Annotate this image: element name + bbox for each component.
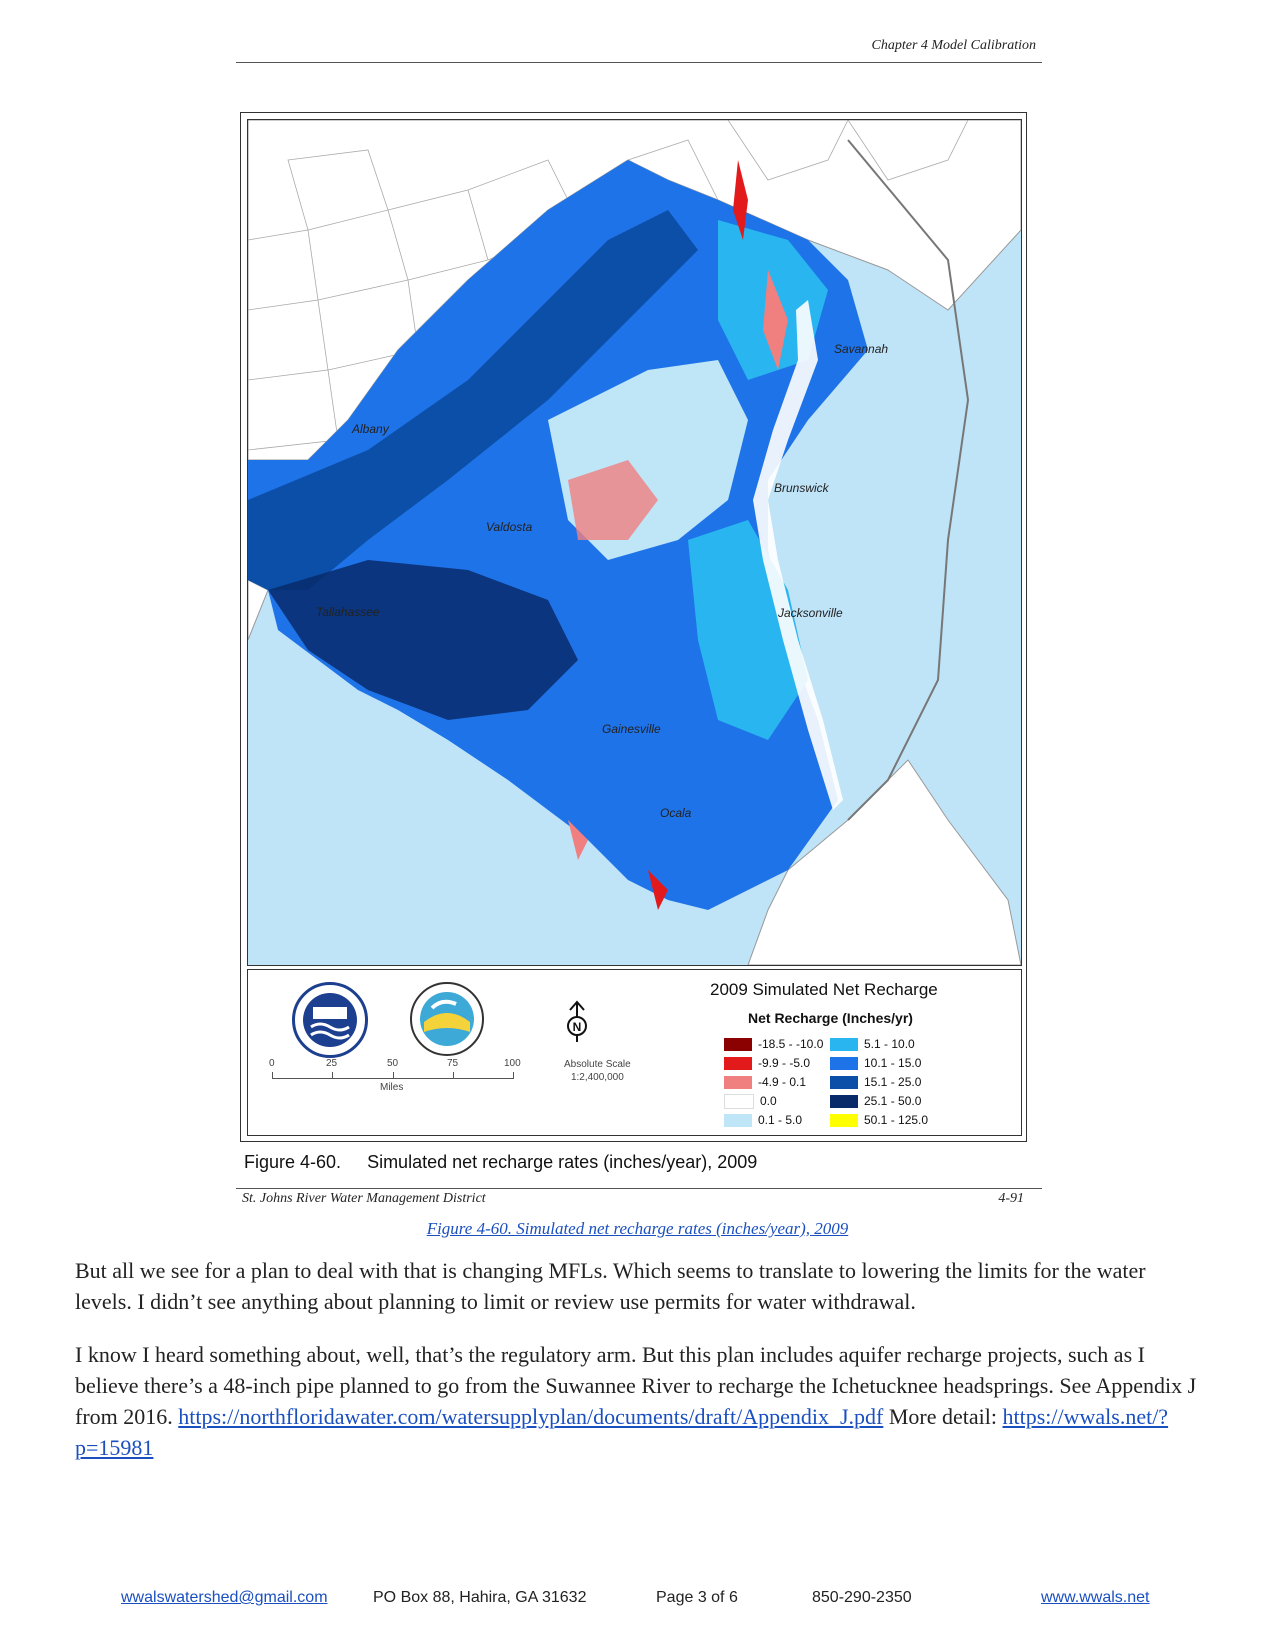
page-footer: wwalswatershed@gmail.com PO Box 88, Hahi… bbox=[0, 1589, 1275, 1613]
scale-tick: 100 bbox=[504, 1058, 521, 1069]
city-label-albany: Albany bbox=[351, 422, 390, 436]
legend-swatch bbox=[724, 1113, 752, 1127]
legend-swatch bbox=[830, 1094, 858, 1108]
absolute-scale-label: Absolute Scale bbox=[564, 1059, 631, 1070]
scale-tick: 0 bbox=[269, 1058, 275, 1069]
map-svg: Savannah Brunswick Valdosta Jacksonville… bbox=[248, 120, 1021, 965]
legend-item: 0.1 - 5.0 bbox=[724, 1112, 802, 1128]
sjr-logo-icon bbox=[292, 982, 368, 1058]
footer-phone: 850-290-2350 bbox=[812, 1589, 912, 1606]
city-label-savannah: Savannah bbox=[834, 342, 888, 356]
legend-subtitle: Net Recharge (Inches/yr) bbox=[748, 1010, 913, 1026]
appendix-j-link[interactable]: https://northfloridawater.com/watersuppl… bbox=[178, 1404, 884, 1429]
coastal-strip bbox=[753, 300, 843, 810]
map-legend: N 0 25 50 75 100 Miles Absolute Scale 1:… bbox=[247, 969, 1022, 1136]
figure-caption: Figure 4-60. Simulated net recharge rates… bbox=[244, 1152, 757, 1173]
legend-label: 5.1 - 10.0 bbox=[864, 1037, 915, 1051]
legend-swatch bbox=[830, 1037, 858, 1051]
legend-item: 15.1 - 25.0 bbox=[830, 1074, 921, 1090]
legend-item: -18.5 - -10.0 bbox=[724, 1036, 823, 1052]
legend-swatch bbox=[724, 1037, 752, 1051]
city-label-jacksonville: Jacksonville bbox=[777, 606, 843, 620]
report-footer: St. Johns River Water Management Distric… bbox=[236, 1188, 1042, 1209]
legend-swatch bbox=[724, 1056, 752, 1070]
footer-email-link[interactable]: wwalswatershed@gmail.com bbox=[121, 1589, 328, 1606]
wwals-post-link[interactable]: https://wwals.net/?p=15981 bbox=[75, 1404, 1169, 1460]
legend-label: -4.9 - 0.1 bbox=[758, 1075, 807, 1089]
absolute-scale-value: 1:2,400,000 bbox=[570, 1072, 624, 1083]
paragraph-2-text: I know I heard something about, well, th… bbox=[75, 1342, 1197, 1429]
footer-page-number: Page 3 of 6 bbox=[656, 1589, 738, 1606]
city-label-tallahassee: Tallahassee bbox=[316, 605, 380, 619]
legend-item: 25.1 - 50.0 bbox=[830, 1093, 921, 1109]
legend-label: 0.0 bbox=[760, 1094, 777, 1108]
boundary-outline bbox=[847, 139, 970, 821]
report-footer-district: St. Johns River Water Management Distric… bbox=[242, 1191, 486, 1206]
city-label-gainesville: Gainesville bbox=[602, 722, 661, 736]
scale-bar: 0 25 50 75 100 Miles bbox=[268, 1058, 528, 1098]
dark-band-north bbox=[248, 210, 698, 590]
figure-caption-link[interactable]: Figure 4-60. Simulated net recharge rate… bbox=[426, 1219, 849, 1238]
legend-label: 10.1 - 15.0 bbox=[864, 1056, 922, 1070]
report-footer-page: 4-91 bbox=[998, 1191, 1024, 1206]
city-label-valdosta: Valdosta bbox=[486, 520, 533, 534]
legend-swatch bbox=[724, 1075, 752, 1089]
legend-label: 25.1 - 50.0 bbox=[864, 1094, 922, 1108]
figure-frame: Savannah Brunswick Valdosta Jacksonville… bbox=[240, 112, 1027, 1142]
legend-item: 50.1 - 125.0 bbox=[830, 1112, 928, 1128]
legend-label: 50.1 - 125.0 bbox=[864, 1113, 929, 1127]
scale-tick: 75 bbox=[447, 1058, 459, 1069]
paragraph-2: I know I heard something about, well, th… bbox=[75, 1339, 1205, 1463]
legend-item: 10.1 - 15.0 bbox=[830, 1055, 921, 1071]
legend-label: 0.1 - 5.0 bbox=[758, 1113, 803, 1127]
legend-label: 15.1 - 25.0 bbox=[864, 1075, 922, 1089]
footer-website-link[interactable]: www.wwals.net bbox=[1041, 1589, 1150, 1606]
legend-item: -9.9 - -5.0 bbox=[724, 1055, 810, 1071]
model-domain bbox=[248, 160, 868, 910]
recharge-map: Savannah Brunswick Valdosta Jacksonville… bbox=[247, 119, 1022, 966]
legend-label: -18.5 - -10.0 bbox=[758, 1037, 824, 1051]
negative-patch-2 bbox=[733, 160, 748, 240]
negative-patch-4 bbox=[648, 870, 668, 910]
legend-swatch bbox=[830, 1113, 858, 1127]
legend-label: -9.9 - -5.0 bbox=[758, 1056, 811, 1070]
north-label: N bbox=[573, 1020, 582, 1034]
scale-tick: 50 bbox=[387, 1058, 399, 1069]
district-logo-icon bbox=[410, 982, 484, 1056]
scale-unit: Miles bbox=[380, 1082, 404, 1093]
legend-swatch bbox=[724, 1093, 754, 1109]
figure-number: Figure 4-60. bbox=[244, 1152, 342, 1172]
paragraph-1: But all we see for a plan to deal with t… bbox=[75, 1258, 1146, 1314]
city-label-brunswick: Brunswick bbox=[774, 481, 830, 495]
legend-swatch bbox=[830, 1056, 858, 1070]
scale-tick: 25 bbox=[326, 1058, 338, 1069]
north-arrow-icon: N bbox=[562, 1000, 592, 1044]
negative-patch-1 bbox=[568, 460, 658, 540]
legend-title: 2009 Simulated Net Recharge bbox=[710, 980, 938, 999]
negative-patch-5 bbox=[568, 820, 588, 860]
figure-caption-link-wrap: Figure 4-60. Simulated net recharge rate… bbox=[0, 1219, 1275, 1239]
more-detail-text: More detail: bbox=[888, 1404, 997, 1429]
footer-address: PO Box 88, Hahira, GA 31632 bbox=[373, 1589, 587, 1606]
negative-patch-3 bbox=[763, 270, 788, 370]
legend-item: 5.1 - 10.0 bbox=[830, 1036, 915, 1052]
report-chapter-title: Chapter 4 Model Calibration bbox=[871, 38, 1037, 53]
dark-band-west bbox=[268, 560, 578, 720]
city-label-ocala: Ocala bbox=[660, 806, 692, 820]
absolute-scale: Absolute Scale 1:2,400,000 bbox=[564, 1058, 631, 1084]
legend-item: 0.0 bbox=[724, 1093, 777, 1109]
legend-swatch bbox=[830, 1075, 858, 1089]
report-header: Chapter 4 Model Calibration bbox=[236, 36, 1042, 63]
legend-item: -4.9 - 0.1 bbox=[724, 1074, 806, 1090]
figure-caption-text: Simulated net recharge rates (inches/yea… bbox=[367, 1152, 758, 1172]
